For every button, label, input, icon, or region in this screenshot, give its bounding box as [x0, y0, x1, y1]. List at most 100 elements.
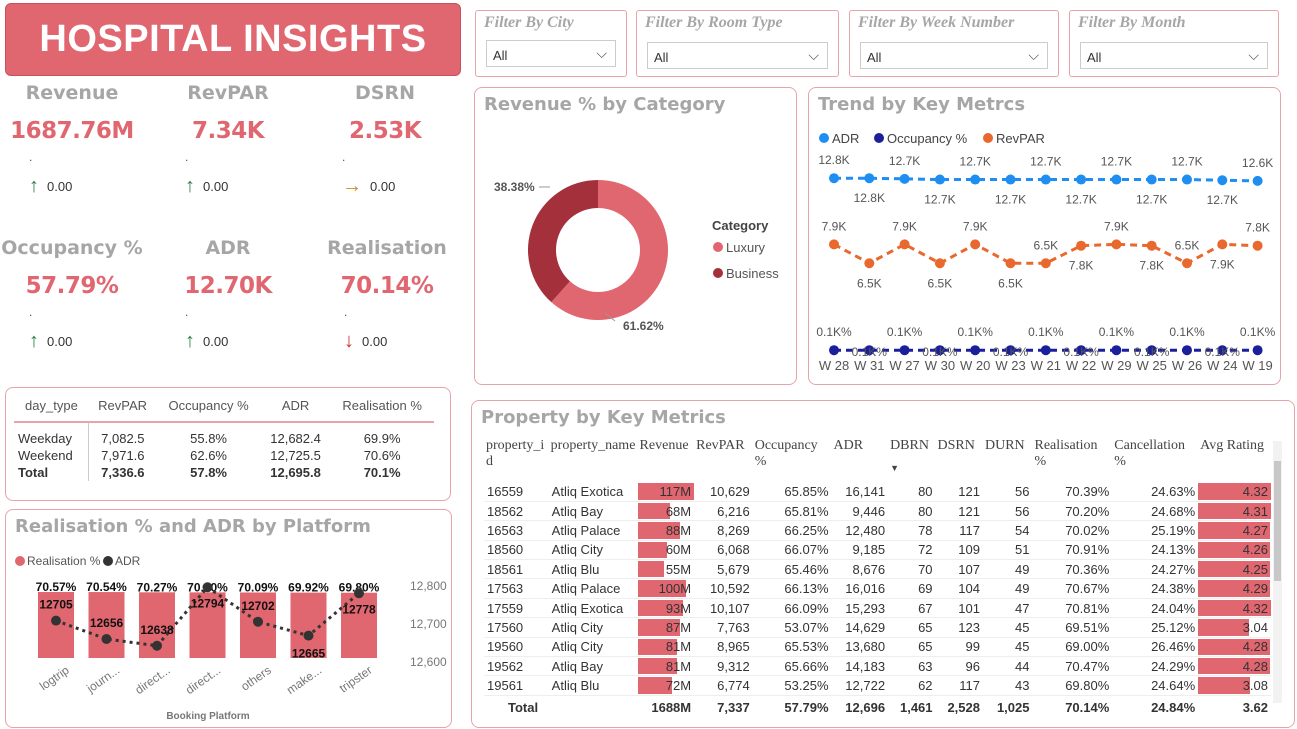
data-point[interactable]	[1182, 258, 1192, 269]
data-point[interactable]	[899, 345, 910, 356]
data-point[interactable]	[864, 345, 875, 356]
column-header[interactable]: Cancellation %	[1112, 438, 1198, 482]
legend-item[interactable]: Luxury	[726, 240, 766, 255]
data-point[interactable]	[829, 345, 839, 356]
data-point[interactable]	[1252, 345, 1263, 356]
data-point[interactable]	[1217, 239, 1228, 250]
adr-point[interactable]	[101, 634, 112, 644]
kpi-trend: ↑ 0.00	[153, 331, 303, 351]
column-header[interactable]: RevPAR	[694, 438, 753, 482]
adr-point[interactable]	[51, 615, 61, 626]
legend-item[interactable]: Realisation %	[27, 554, 101, 568]
data-point[interactable]	[1182, 174, 1192, 185]
data-point[interactable]	[934, 345, 945, 356]
column-header[interactable]: Revenue	[638, 438, 695, 482]
data-point[interactable]	[1111, 239, 1122, 250]
column-header[interactable]: Realisation %	[330, 397, 434, 423]
table-total-row: Total 1688M 7,337 57.79% 12,696 1,461 2,528 1,0…	[484, 695, 1271, 719]
data-point[interactable]	[829, 173, 839, 184]
data-point[interactable]	[1146, 174, 1157, 185]
filter-dropdown[interactable]: All ⌵	[647, 42, 828, 69]
data-point[interactable]	[1005, 258, 1016, 269]
data-point[interactable]	[864, 258, 875, 269]
column-header[interactable]: Avg Rating	[1198, 438, 1271, 482]
table-header-row: property_id property_name Revenue RevPAR Occ…	[484, 438, 1271, 482]
x-axis-title: Booking Platform	[166, 711, 249, 722]
bar-realisation[interactable]	[88, 592, 125, 658]
data-point[interactable]	[899, 173, 910, 184]
data-point[interactable]	[1005, 345, 1016, 356]
data-point[interactable]	[1146, 345, 1157, 356]
legend-item[interactable]: Business	[726, 266, 779, 281]
column-header[interactable]: day_type	[14, 397, 89, 423]
table-row[interactable]: 19561 Atliq Blu 72M 6,774 53.25% 12,722 62 117 4…	[484, 676, 1271, 696]
adr-point[interactable]	[253, 616, 263, 627]
data-point[interactable]	[1076, 345, 1087, 356]
data-point[interactable]	[970, 174, 981, 185]
column-header[interactable]: ADR	[832, 438, 889, 482]
table-cell: Atliq Blu	[549, 560, 638, 579]
donut-slice-business[interactable]	[528, 180, 598, 303]
data-point[interactable]	[1217, 175, 1228, 186]
column-header[interactable]: RevPAR	[88, 397, 157, 423]
table-row[interactable]: 19562 Atliq Bay 81M 9,312 65.66% 14,183 63 96 44…	[484, 657, 1271, 676]
data-point[interactable]	[970, 239, 981, 250]
column-header[interactable]: Realisation %	[1033, 438, 1113, 482]
data-point[interactable]	[1040, 174, 1051, 185]
bar-realisation[interactable]	[290, 592, 327, 658]
data-point[interactable]	[934, 174, 945, 185]
x-tick-label: W 31	[854, 358, 884, 373]
data-point[interactable]	[899, 239, 910, 250]
filter-dropdown[interactable]: All ⌵	[486, 40, 616, 67]
adr-point[interactable]	[354, 588, 364, 599]
column-header[interactable]: Occupancy %	[156, 397, 261, 423]
total-cell: 1,461	[899, 700, 933, 716]
column-header[interactable]: property_name	[549, 438, 638, 482]
data-point[interactable]	[1111, 345, 1122, 356]
filter-dropdown[interactable]: All ⌵	[860, 42, 1048, 69]
table-row[interactable]: 19560 Atliq City 81M 8,965 65.53% 13,680 65 99 4…	[484, 637, 1271, 657]
data-point[interactable]	[1076, 174, 1087, 185]
legend-item[interactable]: RevPAR	[996, 131, 1045, 146]
data-point[interactable]	[1040, 258, 1051, 269]
data-point[interactable]	[1217, 345, 1228, 356]
data-point[interactable]	[829, 239, 839, 250]
data-point[interactable]	[970, 345, 981, 356]
column-header[interactable]: DBRN ▼	[888, 438, 935, 482]
data-point[interactable]	[1005, 174, 1016, 185]
data-point[interactable]	[864, 173, 875, 184]
table-scrollbar[interactable]	[1273, 441, 1282, 703]
data-point[interactable]	[1252, 175, 1263, 186]
filter-dropdown[interactable]: All ⌵	[1080, 42, 1268, 69]
legend-item[interactable]: ADR	[115, 554, 141, 568]
donut-slice-luxury[interactable]	[551, 180, 668, 320]
table-row[interactable]: 17560 Atliq City 87M 7,763 53.07% 14,629 65 123…	[484, 618, 1271, 638]
data-point[interactable]	[1040, 345, 1051, 356]
column-header[interactable]: DSRN	[936, 438, 983, 482]
legend-item[interactable]: ADR	[832, 131, 859, 146]
table-row[interactable]: 18560 Atliq City 60M 6,068 66.07% 9,185 72 109 5…	[484, 540, 1271, 560]
data-point[interactable]	[1146, 240, 1157, 251]
data-point[interactable]	[1076, 240, 1087, 251]
data-point[interactable]	[1182, 345, 1192, 356]
legend-item[interactable]: Occupancy %	[887, 131, 968, 146]
data-point[interactable]	[1252, 240, 1263, 251]
scrollbar-thumb[interactable]	[1274, 461, 1281, 581]
column-header[interactable]: ADR	[260, 397, 331, 423]
column-header[interactable]: Occupancy %	[753, 438, 832, 482]
table-header-row: day_type RevPAR Occupancy % ADR Realisation …	[14, 397, 434, 423]
table-row[interactable]: 17559 Atliq Exotica 93M 10,107 66.09% 15,293 6…	[484, 598, 1271, 618]
table-row[interactable]: 16559 Atliq Exotica 117M 10,629 65.85% 16,141…	[484, 482, 1271, 502]
data-point[interactable]	[1111, 174, 1122, 185]
adr-point[interactable]	[303, 630, 314, 641]
table-row[interactable]: 17563 Atliq Palace 100M 10,592 66.13% 16,016 6…	[484, 579, 1271, 599]
table-row[interactable]: 16563 Atliq Palace 88M 8,269 66.25% 12,480 78 1…	[484, 521, 1271, 541]
adr-point[interactable]	[202, 582, 213, 593]
sort-desc-icon[interactable]: ▼	[890, 463, 899, 473]
adr-point[interactable]	[152, 640, 162, 651]
table-row[interactable]: 18561 Atliq Blu 55M 5,679 65.46% 8,676 70 107 49…	[484, 560, 1271, 579]
data-point[interactable]	[934, 258, 945, 269]
column-header[interactable]: property_id	[484, 438, 549, 482]
column-header[interactable]: DURN	[983, 438, 1033, 482]
table-row[interactable]: 18562 Atliq Bay 68M 6,216 65.81% 9,446 80 121 56…	[484, 501, 1271, 521]
